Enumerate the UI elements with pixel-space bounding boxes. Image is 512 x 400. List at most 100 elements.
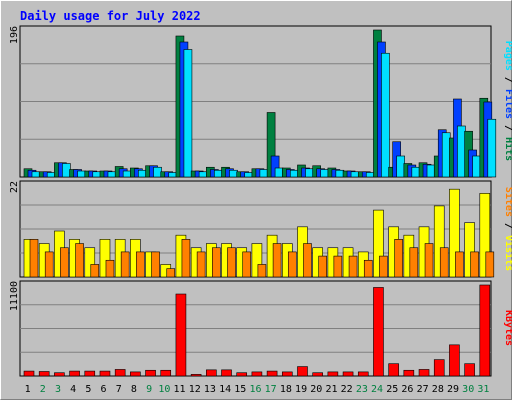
bar-visits-day-28 <box>433 205 445 278</box>
bar-pages-day-14 <box>229 169 238 178</box>
bar-pages-day-25 <box>396 155 405 178</box>
bar-pages-day-29 <box>457 125 466 178</box>
bar-sites-day-8 <box>136 251 145 278</box>
panel-3: 11100 KBytes <box>9 280 512 377</box>
bar-visits-day-16 <box>251 243 263 278</box>
bar-sites-day-24 <box>379 255 388 278</box>
day-label-20: 20 <box>310 384 322 395</box>
bar-kbytes-day-25 <box>388 363 399 377</box>
bar-sites-day-14 <box>227 247 236 278</box>
chart-title: Daily usage for July 2022 <box>20 9 201 23</box>
y-max-label: 22 <box>9 181 20 193</box>
day-label-15: 15 <box>234 384 246 395</box>
bar-sites-day-3 <box>60 247 69 278</box>
bar-pages-day-24 <box>381 52 390 178</box>
day-label-18: 18 <box>280 384 292 395</box>
bar-sites-day-25 <box>394 239 403 278</box>
bar-sites-day-15 <box>242 251 252 278</box>
bar-sites-day-12 <box>196 251 206 278</box>
bar-kbytes-day-5 <box>84 370 96 377</box>
bar-kbytes-day-10 <box>160 369 172 377</box>
bar-sites-day-5 <box>90 264 100 278</box>
panel-2: 22 Sites / Visits <box>9 180 512 278</box>
legend-separator: / <box>503 217 512 235</box>
legend-pages: Pages <box>503 41 512 71</box>
bar-kbytes-day-13 <box>206 369 217 377</box>
legend-files: Files <box>503 89 512 119</box>
bar-pages-day-11 <box>183 49 193 178</box>
panel-1: 196 Pages / Files / Hits <box>9 25 512 178</box>
bar-kbytes-day-31 <box>479 284 491 377</box>
legend-panel-3: KBytes <box>503 310 512 346</box>
bar-pages-day-13 <box>214 169 223 178</box>
bar-kbytes-day-29 <box>449 344 460 377</box>
bar-pages-day-7 <box>122 170 132 178</box>
bar-pages-day-30 <box>472 155 481 178</box>
bar-kbytes-day-2 <box>38 371 50 377</box>
bar-kbytes-day-18 <box>281 371 293 377</box>
bar-pages-day-3 <box>62 163 71 178</box>
day-label-6: 6 <box>101 384 107 395</box>
bar-sites-day-17 <box>272 243 282 278</box>
day-label-8: 8 <box>131 384 137 395</box>
day-label-25: 25 <box>386 384 398 395</box>
bar-pages-day-6 <box>107 171 117 178</box>
bar-sites-day-10 <box>166 268 176 278</box>
bar-kbytes-day-6 <box>99 370 111 377</box>
legend-separator: / <box>503 71 512 89</box>
bar-visits-day-5 <box>84 247 96 278</box>
bar-pages-day-21 <box>335 169 345 178</box>
bar-sites-day-18 <box>287 251 297 278</box>
bar-kbytes-day-11 <box>175 293 187 377</box>
legend-separator: / <box>503 119 512 137</box>
day-label-11: 11 <box>174 384 186 395</box>
day-label-13: 13 <box>204 384 216 395</box>
bar-pages-day-22 <box>350 171 360 178</box>
bar-sites-day-11 <box>181 239 191 278</box>
bar-sites-day-23 <box>363 259 373 278</box>
y-max-label: 11100 <box>9 281 20 311</box>
bar-visits-day-29 <box>449 188 460 278</box>
bar-sites-day-29 <box>455 251 464 278</box>
y-max-label: 196 <box>9 26 20 44</box>
bar-kbytes-day-19 <box>297 366 308 377</box>
bar-pages-day-1 <box>31 171 41 178</box>
bar-pages-day-2 <box>46 172 56 178</box>
day-label-22: 22 <box>341 384 353 395</box>
day-label-16: 16 <box>249 384 261 395</box>
bar-pages-day-9 <box>153 166 162 178</box>
day-label-21: 21 <box>325 384 337 395</box>
bar-pages-day-28 <box>441 132 451 178</box>
bar-kbytes-day-28 <box>433 359 445 377</box>
bar-kbytes-day-8 <box>130 371 141 377</box>
bar-pages-day-16 <box>259 169 269 178</box>
bar-kbytes-day-15 <box>236 372 248 377</box>
bar-sites-day-22 <box>348 255 358 278</box>
bar-kbytes-day-24 <box>373 287 384 377</box>
bar-kbytes-day-12 <box>190 374 202 377</box>
bar-visits-day-31 <box>479 193 491 278</box>
bar-sites-day-9 <box>151 251 160 278</box>
bar-visits-day-24 <box>373 209 384 278</box>
day-label-27: 27 <box>417 384 429 395</box>
day-label-1: 1 <box>25 384 31 395</box>
bar-sites-day-31 <box>485 251 495 278</box>
bar-sites-day-27 <box>424 243 434 278</box>
bar-kbytes-day-27 <box>418 369 430 377</box>
bar-pages-day-8 <box>138 169 147 178</box>
bar-kbytes-day-23 <box>357 371 369 377</box>
bar-sites-day-20 <box>318 255 327 278</box>
bar-pages-day-23 <box>365 172 375 178</box>
bar-pages-day-27 <box>426 164 436 178</box>
legend-kbytes: KBytes <box>503 310 512 346</box>
day-label-28: 28 <box>432 384 444 395</box>
bar-kbytes-day-3 <box>54 372 65 377</box>
bar-sites-day-19 <box>303 243 312 278</box>
day-label-17: 17 <box>265 384 277 395</box>
legend-visits: Visits <box>503 235 512 271</box>
bar-pages-day-18 <box>289 169 299 178</box>
day-label-26: 26 <box>401 384 413 395</box>
bar-kbytes-day-1 <box>23 370 35 377</box>
bar-visits-day-30 <box>464 222 475 278</box>
